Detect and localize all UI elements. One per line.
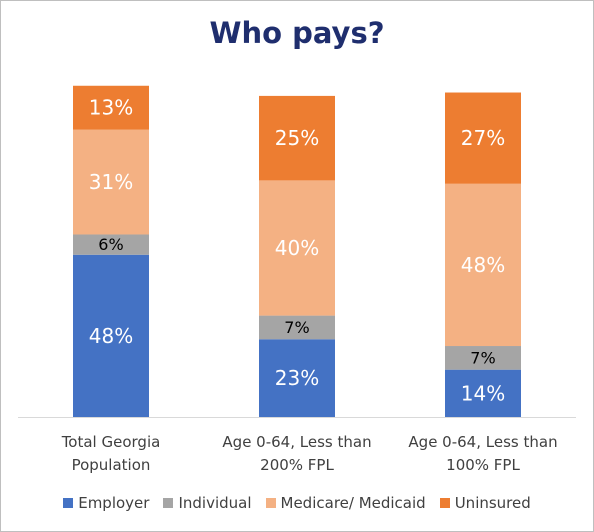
bar-segment-employer-0 [73,254,149,417]
data-label: 7% [470,348,495,367]
category-label: 100% FPL [446,456,520,474]
category-label: 200% FPL [260,456,334,474]
legend-item: Individual [163,494,252,512]
bar-segment-uninsured-1 [259,95,335,181]
data-label: 48% [89,324,133,348]
legend-label: Uninsured [454,494,531,512]
bar-segment-employer-2 [445,369,521,417]
legend-swatch [63,498,74,508]
legend-item: Employer [63,494,149,512]
bar-segment-individual-2 [445,346,521,370]
data-label: 48% [461,253,505,277]
category-label: Age 0-64, Less than [408,433,557,451]
data-label: 31% [89,170,133,194]
bar-segment-employer-1 [259,339,335,417]
legend-label: Individual [178,494,252,512]
data-label: 23% [275,366,319,390]
data-label: 13% [89,96,133,120]
chart-legend: Employer Individual Medicare/ Medicaid Unin… [0,494,594,512]
legend-item: Medicare/ Medicaid [265,494,426,512]
bar-segment-individual-0 [73,234,149,255]
data-label: 40% [275,236,319,260]
data-label: 27% [461,126,505,150]
bar-segment-medicare-medicaid-0 [73,129,149,235]
legend-item: Uninsured [439,494,531,512]
data-label: 14% [461,381,505,405]
bar-segment-medicare-medicaid-2 [445,183,521,347]
bar-segment-medicare-medicaid-1 [259,180,335,316]
bar-segment-uninsured-0 [73,85,149,130]
data-label: 7% [284,318,309,337]
category-label: Age 0-64, Less than [222,433,371,451]
data-label: 25% [275,126,319,150]
legend-swatch [439,498,450,508]
legend-swatch [163,498,174,508]
legend-label: Medicare/ Medicaid [280,494,426,512]
category-label: Population [72,456,151,474]
category-label: Total Georgia [61,433,161,451]
legend-swatch [265,498,276,508]
legend-label: Employer [78,494,150,512]
bar-segment-uninsured-2 [445,92,521,184]
data-label: 6% [98,235,123,254]
chart-title: Who pays? [209,16,385,50]
bar-segment-individual-1 [259,315,335,340]
